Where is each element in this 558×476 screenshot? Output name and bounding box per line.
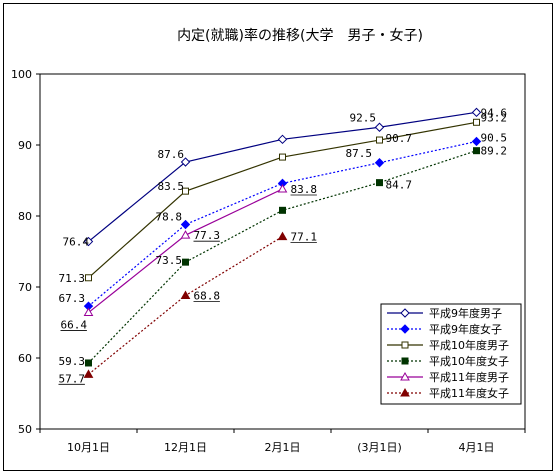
series-group [83, 107, 482, 378]
square-marker [182, 258, 189, 266]
square-marker [376, 136, 383, 144]
legend-box [380, 303, 522, 405]
y-tick-label: 90 [18, 139, 32, 152]
square-marker [376, 179, 383, 187]
y-tick-label: 50 [18, 423, 32, 436]
diamond-marker [277, 134, 288, 145]
square-marker [401, 357, 409, 365]
triangle-marker [83, 369, 94, 378]
x-tick-label: 10月1日 [67, 441, 110, 454]
y-tick-label: 60 [18, 352, 32, 365]
y-tick-label: 100 [11, 68, 32, 81]
diamond-marker [400, 308, 410, 318]
data-labels: 76.4 87.6 92.5 94.6 67.3 78.8 87.5 90.5 71.3 83.5… [58, 106, 508, 385]
triangle-marker [400, 387, 410, 397]
data-label: 68.8 [194, 290, 221, 303]
data-label: 90.5 [481, 131, 508, 144]
y-axis: 50 60 70 80 90 100 [11, 68, 40, 436]
square-marker [85, 274, 92, 282]
x-tick-label: 2月1日 [265, 441, 301, 454]
square-marker [279, 153, 286, 161]
diamond-marker [180, 157, 191, 167]
series-4 [85, 147, 480, 367]
legend: 平成9年度男子平成9年度女子平成10年度男子平成10年度女子平成11年度男子平成… [380, 303, 522, 405]
square-marker [279, 206, 286, 214]
data-label: 87.5 [346, 147, 373, 160]
diamond-marker [471, 136, 482, 147]
data-label: 93.2 [481, 111, 508, 124]
triangle-marker [400, 371, 410, 381]
data-label: 67.3 [59, 292, 86, 305]
data-label: 92.5 [350, 111, 377, 124]
legend-label: 平成10年度女子 [429, 354, 509, 368]
data-label: 78.8 [156, 211, 183, 224]
x-tick-label: 4月1日 [459, 441, 495, 454]
data-label: 89.2 [481, 145, 508, 158]
triangle-marker [277, 231, 288, 241]
diamond-marker [374, 158, 385, 168]
triangle-marker [180, 290, 191, 300]
series-2 [83, 136, 482, 311]
triangle-marker [277, 184, 288, 193]
x-tick-label: 12月1日 [164, 441, 207, 454]
diamond-marker [180, 219, 191, 230]
data-label: 83.8 [291, 183, 318, 196]
data-label: 84.7 [386, 179, 413, 192]
legend-label: 平成11年度女子 [429, 386, 509, 400]
square-marker [401, 341, 409, 349]
data-label: 59.3 [59, 355, 86, 368]
legend-label: 平成10年度男子 [429, 338, 509, 352]
square-marker [85, 359, 92, 367]
diamond-marker [83, 236, 94, 247]
data-label: 83.5 [158, 180, 185, 193]
diamond-marker [374, 122, 385, 132]
data-label: 76.4 [63, 236, 90, 249]
data-label: 71.3 [59, 272, 86, 285]
data-label: 90.7 [386, 132, 413, 145]
square-marker [473, 118, 480, 126]
triangle-marker [180, 230, 191, 239]
data-label: 57.7 [59, 372, 86, 385]
square-marker [182, 187, 189, 195]
legend-label: 平成9年度男子 [429, 306, 502, 320]
y-tick-label: 80 [18, 210, 32, 223]
x-axis: 10月1日 12月1日 2月1日 (3月1日) 4月1日 [39, 429, 526, 454]
data-label: 94.6 [481, 106, 508, 119]
series-6 [83, 231, 288, 378]
data-label: 87.6 [158, 148, 185, 161]
data-label: 66.4 [61, 319, 88, 332]
series-3 [85, 118, 480, 282]
diamond-marker [400, 324, 410, 334]
x-tick-label: (3月1日) [357, 441, 402, 454]
diamond-marker [471, 107, 482, 118]
chart-title: 内定(就職)率の推移(大学 男子・女子) [177, 27, 423, 44]
data-label: 77.3 [194, 229, 221, 242]
data-label: 73.5 [156, 254, 183, 267]
legend-label: 平成9年度女子 [429, 322, 502, 336]
data-label: 77.1 [291, 231, 318, 244]
square-marker [473, 147, 480, 155]
legend-label: 平成11年度男子 [429, 370, 509, 384]
triangle-marker [83, 307, 94, 317]
series-5 [83, 184, 288, 317]
y-tick-label: 70 [18, 281, 32, 294]
series-1 [83, 107, 482, 247]
